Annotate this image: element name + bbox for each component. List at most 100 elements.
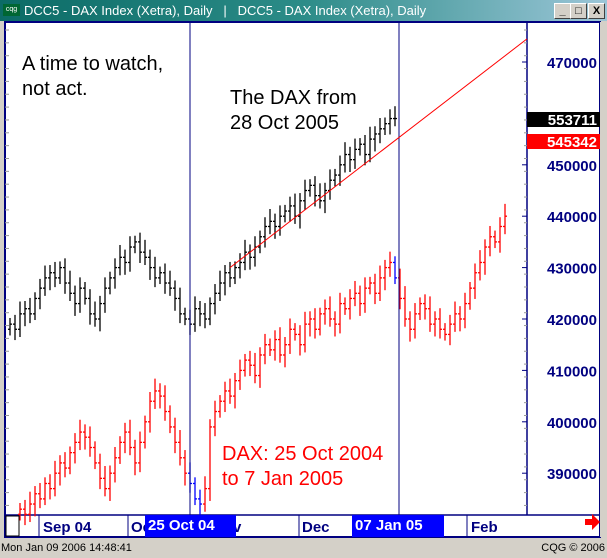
bar-2004	[383, 259, 387, 291]
bar-2005	[13, 314, 17, 341]
bar-2004	[408, 311, 412, 342]
bar-2005	[198, 301, 202, 327]
bar-2004	[303, 311, 307, 353]
bar-2005	[23, 301, 27, 327]
bar-2004	[208, 419, 212, 501]
bar-2005	[18, 301, 22, 337]
bar-2004	[373, 273, 377, 305]
bar-2004	[178, 430, 182, 466]
x-label-feb: Feb	[471, 519, 498, 536]
bar-2005	[133, 235, 137, 254]
bar-2005	[313, 176, 317, 207]
bar-2005	[393, 106, 397, 127]
bar-2004	[23, 499, 27, 526]
label-2005-line-1: The DAX from	[230, 87, 357, 109]
bar-2004	[393, 256, 397, 285]
y-tick-label: 410000	[547, 363, 597, 380]
bar-2005	[288, 196, 292, 222]
close-button[interactable]: X	[588, 3, 605, 19]
bar-2004	[73, 433, 77, 464]
y-tick-label: 430000	[547, 261, 597, 278]
y-tick-label: 440000	[547, 209, 597, 226]
bar-2005	[103, 277, 107, 313]
bar-2005	[183, 307, 187, 326]
bar-2005	[63, 258, 67, 294]
bar-2005	[278, 205, 282, 236]
bar-2004	[288, 318, 292, 354]
bar-2004	[143, 415, 147, 449]
minimize-button[interactable]: _	[554, 3, 571, 19]
bar-2005	[338, 155, 342, 186]
bar-2004	[68, 446, 72, 475]
bar-2004	[293, 323, 297, 341]
bar-2004	[423, 294, 427, 320]
bar-2004	[113, 446, 117, 483]
bar-2005	[263, 217, 267, 248]
x-highlight-label-2: 07 Jan 05	[355, 517, 423, 534]
bar-2004	[38, 482, 42, 509]
bar-2004	[48, 474, 52, 500]
bar-2004	[413, 303, 417, 339]
bar-2004	[18, 503, 22, 521]
bar-2005	[368, 126, 372, 163]
y-tick-label: 470000	[547, 55, 597, 72]
x-highlight-bg-1	[145, 515, 236, 537]
bar-2004	[323, 299, 327, 325]
bar-2005	[383, 117, 387, 135]
bar-2004	[298, 325, 302, 356]
bar-2004	[213, 400, 217, 437]
status-timestamp: Mon Jan 09 2006 14:48:41	[1, 542, 132, 554]
bar-2005	[213, 284, 217, 315]
cqg-logo-icon: cqg	[3, 4, 20, 16]
x-highlight-bg-2	[352, 515, 444, 537]
window-title: DCC5 - DAX Index (Xetra), Daily | DCC5 -…	[24, 3, 427, 18]
bar-2004	[388, 251, 392, 277]
bar-2004	[118, 436, 122, 464]
price-label-red-bg	[527, 134, 600, 149]
bar-2004	[318, 307, 322, 336]
scrollbar[interactable]	[600, 22, 607, 537]
bar-2005	[358, 138, 362, 156]
bar-2004	[368, 276, 372, 295]
bar-2004	[313, 308, 317, 339]
bar-2004	[268, 338, 272, 357]
price-label-black: 553711	[548, 112, 597, 129]
maximize-button[interactable]: □	[570, 3, 587, 19]
bar-2004	[378, 265, 382, 302]
x-label-dec: Dec	[302, 519, 330, 536]
bar-2004	[263, 333, 267, 365]
bar-2004	[448, 314, 452, 346]
bar-2004	[148, 391, 152, 433]
bar-2004	[198, 489, 202, 515]
bar-2005	[303, 179, 307, 211]
price-chart[interactable]: 470000 450000 440000 430000 420000 410000 4000…	[0, 21, 607, 539]
label-2005-line-2: 28 Oct 2005	[230, 112, 339, 134]
bar-2005	[28, 297, 32, 324]
status-copyright: CQG © 2006	[541, 542, 605, 554]
bar-2005	[173, 280, 177, 311]
bar-2004	[503, 203, 507, 235]
bar-2005	[223, 265, 227, 296]
bar-2004	[88, 426, 92, 457]
bar-2005	[153, 256, 157, 288]
bar-2005	[113, 258, 117, 289]
bar-2004	[233, 372, 237, 409]
scroll-right-arrow-icon[interactable]	[585, 514, 600, 530]
bar-2004	[108, 465, 112, 501]
bar-2004	[228, 378, 232, 404]
bar-2005	[73, 285, 77, 316]
bar-2004	[133, 439, 137, 476]
price-label-black-bg	[527, 112, 600, 127]
trendline	[229, 38, 528, 268]
bar-2005	[273, 213, 277, 239]
bar-2004	[258, 347, 262, 388]
bar-2004	[203, 476, 207, 512]
bar-2005	[123, 249, 127, 275]
bar-2004	[478, 250, 482, 281]
bar-2005	[163, 263, 167, 294]
bar-2005	[258, 230, 262, 254]
bar-2005	[8, 317, 12, 336]
bar-2004	[248, 350, 252, 377]
bar-2004	[348, 289, 352, 320]
bar-2005	[128, 236, 132, 272]
